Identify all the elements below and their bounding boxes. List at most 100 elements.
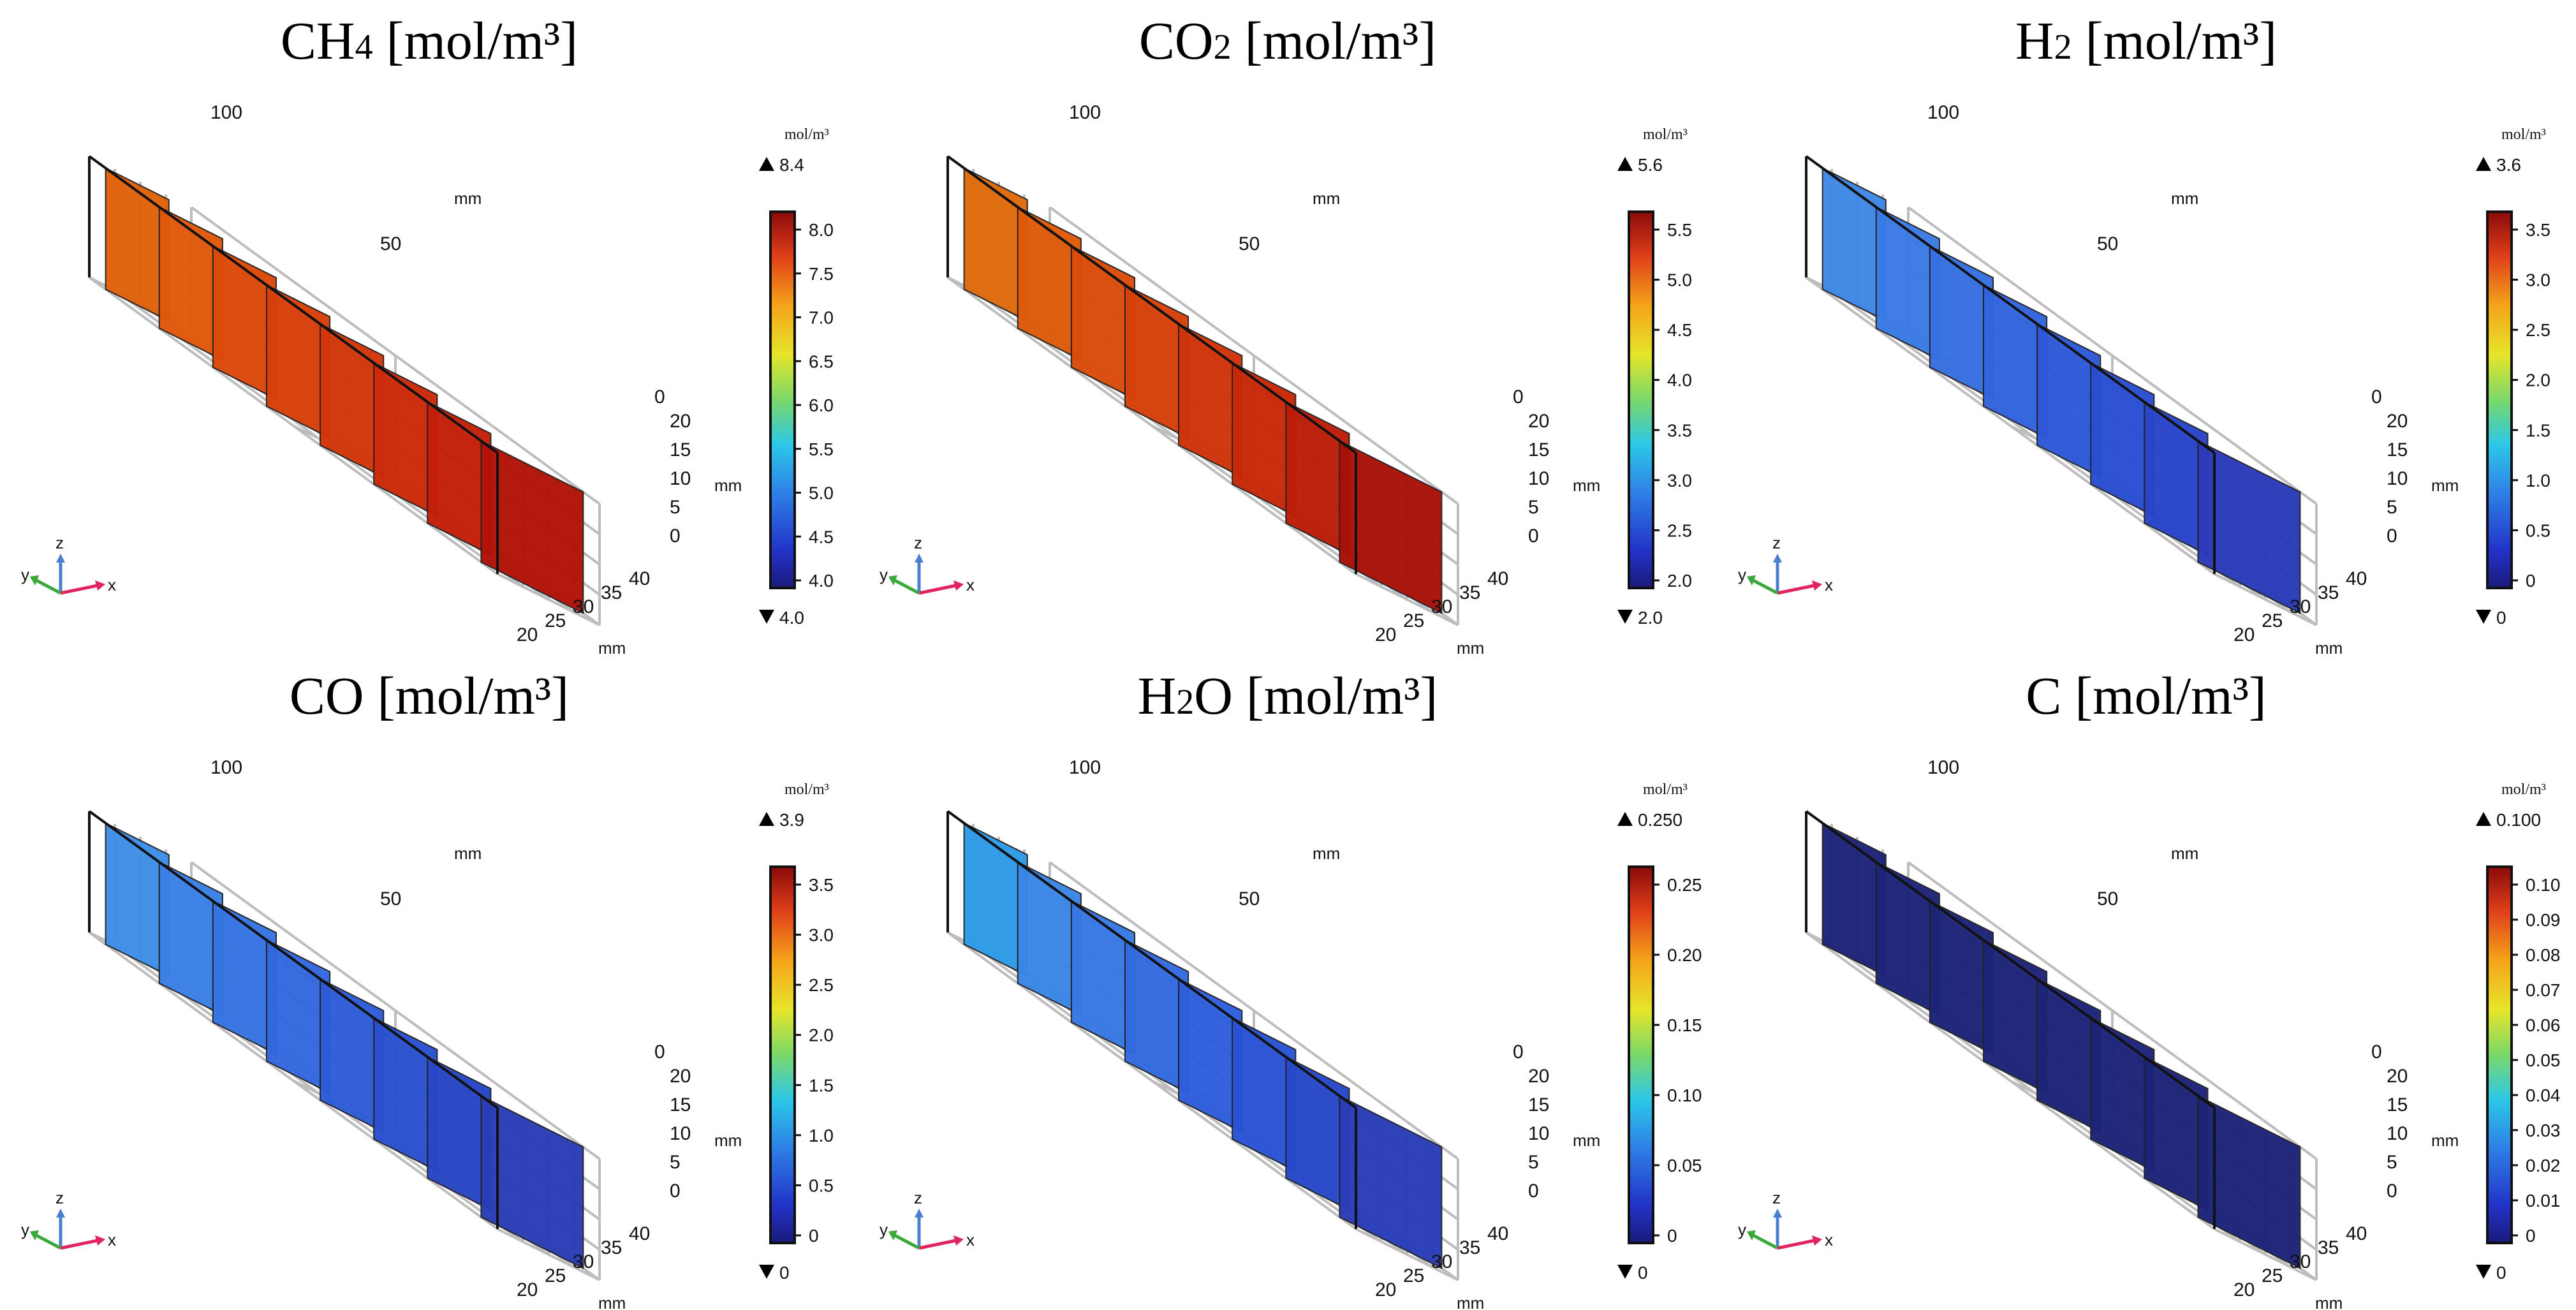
x-axis-unit: mm	[598, 1293, 626, 1310]
title-unit: [mol/m³]	[1233, 666, 1438, 726]
z-axis-tick: 0	[670, 1181, 681, 1202]
x-axis-tick: 25	[1403, 1265, 1424, 1286]
x-axis-tick: 25	[545, 1265, 566, 1286]
colorbar-tick-label: 3.0	[809, 925, 834, 945]
title-species: CH	[281, 11, 355, 71]
long-axis-tick: 0	[1513, 1041, 1524, 1063]
x-axis-tick: 30	[2290, 1251, 2311, 1272]
x-axis-tick: 20	[517, 1279, 538, 1300]
x-axis-tick: 40	[1487, 568, 1508, 589]
x-axis-tick: 25	[1403, 610, 1424, 631]
z-axis-tick: 0	[1528, 526, 1539, 547]
triad-y-axis	[894, 578, 920, 595]
z-axis-tick: 20	[2387, 1066, 2408, 1087]
x-axis-tick: 20	[1375, 624, 1396, 645]
z-axis-tick: 10	[1528, 1123, 1549, 1144]
axis-triad: z x y	[1738, 533, 1833, 595]
box-edge	[88, 155, 499, 454]
triad-x-arrow	[953, 580, 964, 591]
triad-x-axis	[60, 1239, 98, 1250]
long-axis-tick: 0	[654, 1041, 665, 1063]
triad-y-arrow	[888, 575, 897, 585]
title-unit: [mol/m³]	[364, 666, 569, 726]
box-edge	[1805, 810, 2216, 1109]
x-axis-tick: 40	[2346, 1223, 2367, 1244]
title-species: H	[1138, 666, 1177, 726]
triad-x-arrow	[95, 580, 105, 591]
colorbar-tick-label: 1.0	[2526, 471, 2550, 490]
x-axis-tick: 35	[2318, 1237, 2339, 1258]
triad-y-label: y	[880, 565, 888, 584]
colorbar-tick-label: 0.05	[2526, 1050, 2561, 1070]
triad-y-arrow	[888, 1230, 897, 1240]
colorbar-tick-label: 5.0	[809, 483, 834, 503]
triad-x-arrow	[1812, 1235, 1822, 1246]
triad-z-label: z	[55, 1188, 64, 1207]
colorbar-tick-label: 3.5	[1667, 420, 1692, 440]
colorbar-tick-label: 6.5	[809, 351, 834, 371]
colorbar-tick-label: 4.5	[1667, 320, 1692, 340]
long-axis-unit: mm	[2171, 189, 2198, 208]
colorbar-tick-label: 3.0	[2526, 270, 2550, 290]
color-legend: mol/m³ 3.6 3.5 3.0 2.5 2.0 1.5 1.0 0.5 00	[2476, 126, 2550, 628]
max-marker-icon	[1617, 157, 1633, 171]
triad-z-label: z	[1772, 533, 1781, 552]
colorbar-tick-label: 0.5	[809, 1175, 834, 1195]
x-axis-tick: 35	[601, 582, 622, 603]
triad-y-axis	[35, 578, 62, 595]
colorbar-tick-label: 0.5	[2526, 520, 2550, 540]
legend-unit: mol/m³	[784, 781, 829, 798]
long-axis-tick: 100	[210, 102, 242, 123]
panel-h2: H2 [mol/m³]100500mm20151050mm2025303540m…	[1738, 11, 2550, 658]
axis-triad: z x y	[1738, 1188, 1833, 1250]
long-axis-unit: mm	[454, 189, 482, 208]
long-axis-tick: 50	[1239, 888, 1260, 909]
long-axis-unit: mm	[1313, 189, 1340, 208]
axis-triad: z x y	[880, 533, 975, 595]
triad-x-arrow	[953, 1235, 964, 1246]
x-axis-unit: mm	[1457, 1293, 1484, 1310]
long-axis-tick: 100	[1069, 757, 1101, 778]
min-marker-icon	[2476, 1265, 2491, 1279]
colorbar-frame	[2486, 865, 2513, 1244]
panel-co2: CO2 [mol/m³]100500mm20151050mm2025303540…	[880, 11, 1692, 658]
x-axis-tick: 40	[629, 1223, 650, 1244]
legend-unit: mol/m³	[1643, 781, 1688, 798]
colorbar-tick-label: 0.04	[2526, 1086, 2561, 1105]
slice-group	[1822, 166, 2301, 615]
triad-y-arrow	[1747, 575, 1756, 585]
z-axis-unit: mm	[1573, 1131, 1600, 1150]
colorbar-tick-label: 0.09	[2526, 910, 2561, 930]
legend-min-label: 0	[2496, 608, 2506, 628]
colorbar-tick-label: 0.20	[1667, 945, 1702, 965]
colorbar-tick-label: 4.5	[809, 527, 834, 547]
colorbar-tick-label: 1.0	[809, 1126, 834, 1145]
color-legend: mol/m³ 3.9 3.5 3.0 2.5 2.0 1.5 1.0 0.5 00	[759, 781, 834, 1283]
colorbar-tick-label: 1.5	[809, 1075, 834, 1095]
z-axis-tick: 20	[2387, 411, 2408, 432]
max-marker-icon	[2476, 812, 2491, 826]
triad-z-arrow	[915, 554, 924, 563]
panel-title: CO [mol/m³]	[290, 666, 569, 726]
slice-group	[963, 821, 1443, 1270]
z-axis-tick: 15	[2387, 1094, 2408, 1115]
panel-ch4: CH4 [mol/m³]100500mm20151050mm2025303540…	[21, 11, 834, 658]
z-axis-tick: 20	[1528, 1066, 1549, 1087]
z-axis-tick: 5	[670, 497, 681, 518]
triad-y-axis	[894, 1233, 920, 1250]
z-axis-unit: mm	[2431, 1131, 2459, 1150]
color-legend: mol/m³ 0.250 0.25 0.20 0.15 0.10 0.05 00	[1617, 781, 1702, 1283]
x-axis-tick: 30	[573, 1251, 594, 1272]
triad-z-label: z	[914, 533, 922, 552]
legend-unit: mol/m³	[2501, 781, 2546, 798]
box-edge	[88, 810, 499, 1109]
slice-group	[963, 166, 1443, 615]
box-outline	[88, 810, 499, 1229]
colorbar-tick-label: 3.5	[809, 875, 834, 895]
z-axis-tick: 5	[2387, 1152, 2397, 1173]
legend-min-label: 4.0	[779, 608, 804, 628]
triad-x-label: x	[108, 575, 116, 594]
